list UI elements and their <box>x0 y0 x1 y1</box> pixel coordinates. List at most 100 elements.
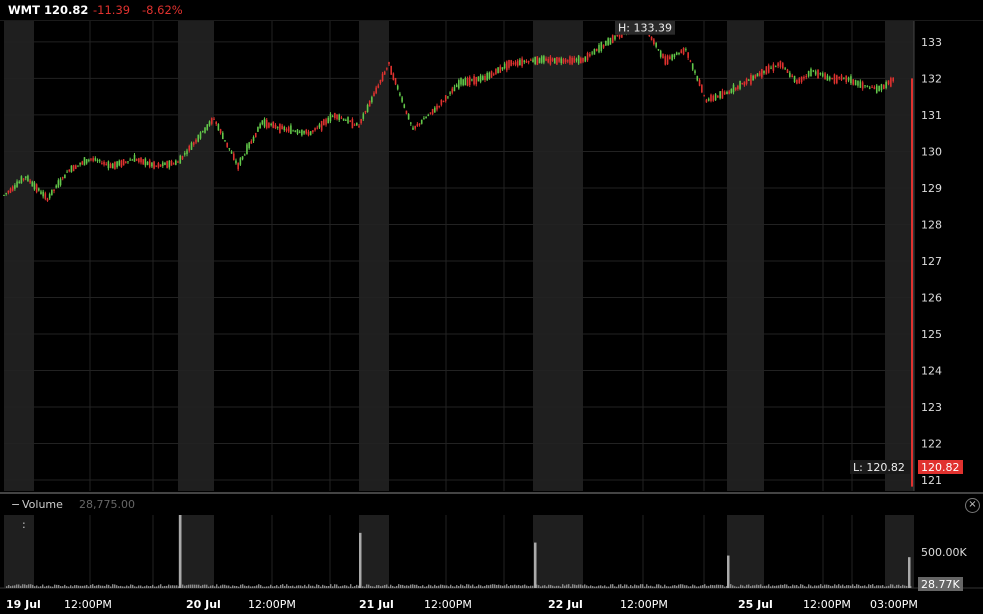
volume-bar <box>28 584 30 588</box>
volume-bar <box>24 584 26 588</box>
volume-bar <box>384 584 386 588</box>
volume-bar <box>168 584 170 588</box>
candle-body <box>213 118 215 120</box>
candle-body <box>495 68 497 74</box>
volume-bar <box>298 585 300 588</box>
volume-bar <box>212 585 214 588</box>
volume-bar <box>820 584 822 588</box>
volume-bar <box>324 585 326 588</box>
candle-body <box>192 142 195 145</box>
volume-bar <box>888 585 890 588</box>
volume-bar <box>60 586 62 588</box>
volume-bar <box>864 585 866 588</box>
candle-body <box>728 91 730 94</box>
volume-bar <box>478 584 480 588</box>
candle-body <box>142 159 144 165</box>
volume-bar <box>106 584 108 588</box>
volume-bar <box>612 584 614 588</box>
volume-bar <box>284 585 286 588</box>
candle-body <box>325 119 327 125</box>
candle-body <box>536 56 539 65</box>
volume-bar <box>602 586 604 588</box>
candle-body <box>659 50 662 57</box>
candle-body <box>314 128 316 131</box>
volume-bar <box>726 586 728 588</box>
high-label: H: 133.39 <box>618 22 672 35</box>
candle-body <box>5 192 7 194</box>
volume-bar <box>544 585 546 588</box>
candle-body <box>331 116 334 118</box>
volume-bar <box>542 585 544 588</box>
candle-body <box>682 47 685 55</box>
y-tick-label: 132 <box>921 72 942 85</box>
volume-bar <box>808 584 810 588</box>
volume-bar <box>318 584 320 588</box>
volume-bar <box>678 584 680 588</box>
volume-bar <box>486 584 488 588</box>
candle-body <box>109 164 112 168</box>
volume-bar <box>344 585 346 588</box>
candle-body <box>35 184 38 193</box>
candle-body <box>116 161 118 168</box>
candle-body <box>70 165 73 173</box>
candle-body <box>323 119 325 126</box>
candle-body <box>540 56 543 63</box>
candle-body <box>793 75 796 83</box>
volume-bar <box>614 586 616 588</box>
candle-body <box>516 60 519 66</box>
volume-bar <box>286 584 288 588</box>
volume-bar <box>884 586 886 588</box>
candle-body <box>611 35 614 43</box>
volume-bar <box>400 584 402 588</box>
volume-bar <box>64 584 66 588</box>
candle-body <box>232 153 235 161</box>
volume-bar <box>894 586 896 588</box>
candle-body <box>664 56 667 65</box>
volume-bar <box>518 584 520 588</box>
volume-bar <box>784 584 786 588</box>
candle-body <box>239 158 242 165</box>
volume-bar <box>796 585 798 588</box>
volume-bar <box>282 584 284 588</box>
volume-bar <box>684 585 686 588</box>
volume-bar <box>674 585 676 588</box>
candle-body <box>55 185 57 188</box>
candle-body <box>719 91 721 99</box>
candle-body <box>826 75 829 81</box>
candle-body <box>327 117 330 124</box>
candle-body <box>157 163 160 168</box>
volume-bar <box>388 586 390 588</box>
volume-bar <box>22 584 24 588</box>
candle-body <box>161 162 164 166</box>
volume-bar <box>634 584 636 588</box>
volume-bar <box>380 586 382 588</box>
volume-bar <box>648 585 650 588</box>
ticker-symbol: WMT <box>8 3 40 17</box>
candle-body <box>140 157 142 163</box>
candle-body <box>857 81 859 86</box>
candle-body <box>320 121 323 131</box>
candle-body <box>237 163 239 170</box>
volume-bar <box>152 584 154 588</box>
volume-bar <box>242 584 244 588</box>
candle-body <box>129 159 131 161</box>
volume-collapse-button[interactable]: − <box>11 498 21 511</box>
volume-bar <box>758 585 760 588</box>
volume-bar <box>450 584 452 588</box>
volume-bar <box>468 584 470 588</box>
volume-bar <box>78 585 80 588</box>
candle-body <box>831 77 833 79</box>
volume-close-icon[interactable]: × <box>965 498 980 513</box>
candle-body <box>549 56 552 65</box>
volume-last-tag <box>918 577 963 591</box>
candle-body <box>510 60 512 66</box>
volume-bar <box>172 585 174 588</box>
candle-body <box>600 42 603 52</box>
y-tick-label: 129 <box>921 182 942 195</box>
candle-body <box>473 76 475 85</box>
candle-body <box>717 96 719 98</box>
candle-body <box>750 74 752 85</box>
volume-bar <box>316 584 318 588</box>
candle-body <box>508 59 510 68</box>
volume-bar <box>438 585 440 588</box>
